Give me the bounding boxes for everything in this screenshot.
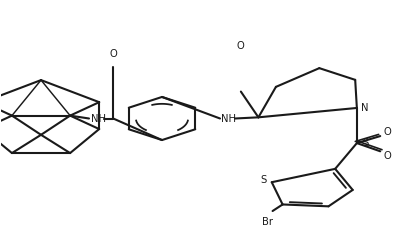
Text: O: O	[109, 49, 117, 59]
Text: S: S	[260, 175, 267, 185]
Text: Br: Br	[262, 217, 273, 227]
Text: NH: NH	[91, 114, 106, 123]
Text: S: S	[362, 138, 368, 148]
Text: O: O	[384, 127, 391, 137]
Text: O: O	[384, 150, 391, 160]
Text: N: N	[361, 103, 368, 113]
Text: NH: NH	[221, 114, 236, 123]
Text: O: O	[237, 41, 245, 51]
